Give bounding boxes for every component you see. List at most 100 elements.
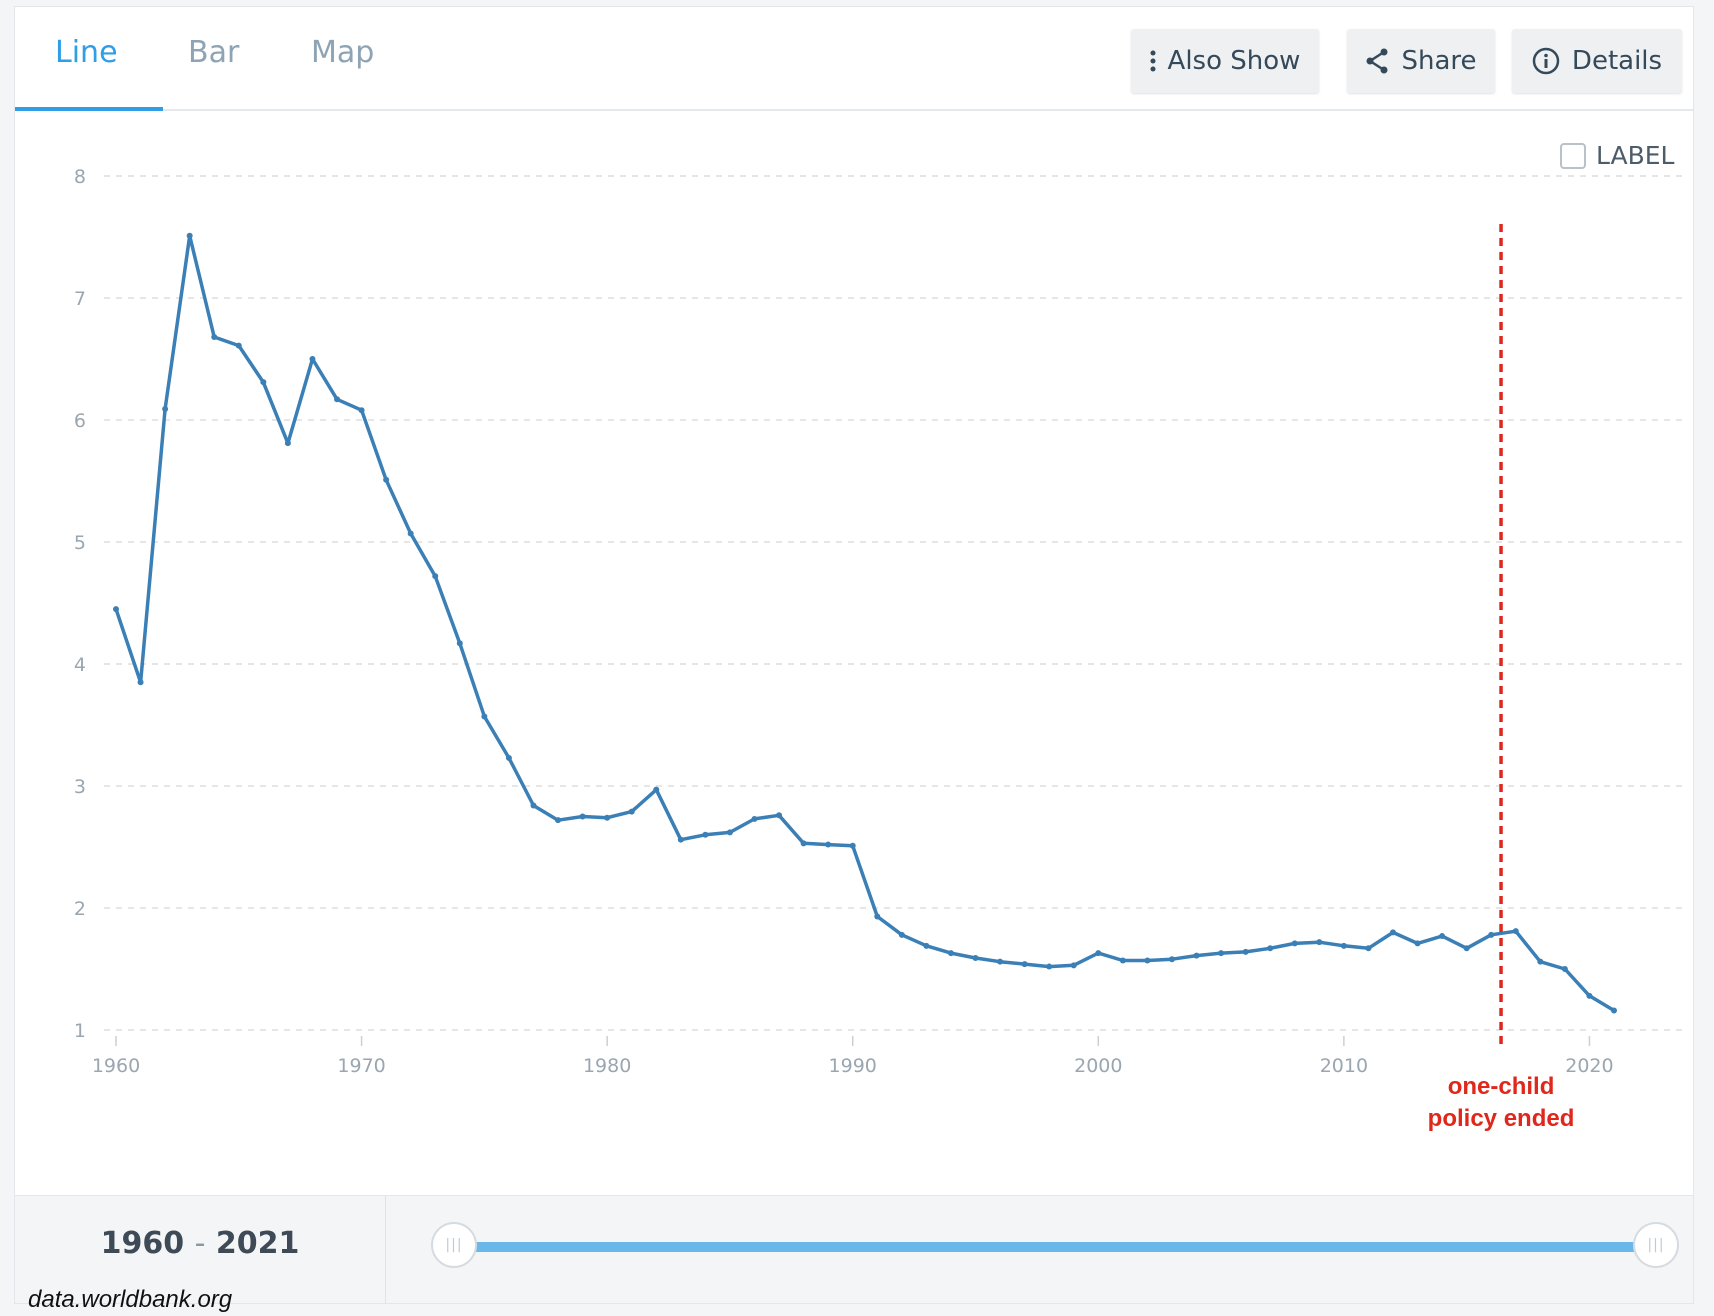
data-point-2010 — [1340, 942, 1347, 949]
chart-panel: Line Bar Map Also Show Share Details LAB… — [14, 6, 1694, 1304]
y-tick-label: 1 — [74, 1020, 86, 1042]
data-point-1978 — [555, 817, 562, 824]
data-point-1996 — [997, 958, 1004, 965]
data-point-1982 — [653, 786, 660, 793]
data-point-1999 — [1070, 962, 1077, 969]
data-point-2005 — [1218, 950, 1225, 957]
data-point-2008 — [1291, 940, 1298, 947]
data-point-1993 — [923, 942, 930, 949]
data-point-2019 — [1561, 966, 1568, 972]
data-point-1970 — [358, 407, 365, 414]
also-show-button[interactable]: Also Show — [1131, 29, 1319, 93]
data-point-1961 — [137, 679, 144, 686]
data-point-1998 — [1046, 963, 1053, 970]
data-point-1983 — [677, 836, 684, 843]
y-tick-label: 6 — [74, 410, 86, 432]
data-point-1965 — [235, 342, 242, 349]
data-point-1979 — [579, 813, 586, 820]
data-point-2015 — [1463, 945, 1470, 952]
range-slider-track[interactable] — [455, 1242, 1657, 1252]
data-point-1977 — [530, 802, 537, 809]
data-point-2003 — [1168, 956, 1175, 963]
data-point-1975 — [481, 713, 488, 720]
data-point-1988 — [800, 840, 807, 847]
y-tick-label: 7 — [74, 288, 86, 310]
details-label: Details — [1571, 46, 1663, 76]
footer-divider — [385, 1196, 386, 1304]
range-separator: - — [194, 1226, 206, 1261]
data-point-2007 — [1267, 945, 1274, 952]
time-range-footer: 1960 - 2021 ||| ||| — [15, 1195, 1693, 1304]
data-point-1995 — [972, 955, 979, 962]
data-point-1974 — [456, 640, 463, 647]
range-end: 2021 — [215, 1226, 300, 1261]
annotation-label-line2: policy ended — [1428, 1105, 1575, 1132]
y-tick-label: 5 — [74, 532, 86, 554]
data-point-1986 — [751, 815, 758, 822]
data-point-1969 — [334, 396, 341, 403]
data-point-1971 — [383, 476, 390, 483]
data-point-1964 — [211, 334, 218, 341]
series-line — [114, 234, 1615, 1013]
data-point-1987 — [776, 812, 783, 819]
source-watermark: data.worldbank.org — [28, 1286, 233, 1313]
data-point-2014 — [1439, 933, 1446, 940]
also-show-label: Also Show — [1167, 46, 1301, 76]
x-tick-label: 1970 — [337, 1055, 385, 1077]
y-tick-label: 4 — [74, 654, 86, 676]
share-label: Share — [1401, 46, 1477, 76]
x-tick-label: 1980 — [583, 1055, 631, 1077]
data-point-2000 — [1095, 950, 1102, 957]
info-icon — [1532, 47, 1560, 75]
tab-bar[interactable]: Bar — [188, 35, 240, 70]
data-point-1997 — [1021, 961, 1028, 968]
data-point-1967 — [284, 440, 291, 447]
data-point-1985 — [726, 829, 733, 836]
range-slider-end-handle[interactable]: ||| — [1633, 1222, 1679, 1268]
data-point-1976 — [505, 754, 512, 761]
data-point-2009 — [1316, 939, 1323, 946]
data-point-1973 — [432, 573, 439, 580]
range-slider-start-handle[interactable]: ||| — [431, 1222, 477, 1268]
annotation-label-line1: one-child — [1448, 1073, 1555, 1100]
data-point-2012 — [1389, 929, 1396, 936]
label-checkbox[interactable] — [1560, 142, 1586, 169]
data-point-1991 — [874, 913, 881, 920]
data-point-2016 — [1488, 931, 1495, 938]
tab-map[interactable]: Map — [311, 35, 375, 70]
y-tick-label: 3 — [74, 776, 86, 798]
x-tick-label: 1990 — [829, 1055, 877, 1077]
data-point-1994 — [947, 950, 954, 957]
details-button[interactable]: Details — [1512, 29, 1682, 93]
data-point-2020 — [1586, 992, 1593, 999]
label-toggle-text: LABEL — [1596, 141, 1675, 170]
data-point-1972 — [407, 530, 414, 537]
range-start: 1960 — [100, 1226, 185, 1261]
data-point-1966 — [260, 379, 267, 386]
x-tick-label: 2010 — [1320, 1055, 1368, 1077]
x-tick-label: 2020 — [1565, 1055, 1613, 1077]
share-icon — [1365, 48, 1389, 74]
data-point-1962 — [162, 406, 169, 413]
share-button[interactable]: Share — [1347, 29, 1495, 93]
data-point-2002 — [1144, 957, 1151, 964]
more-vertical-icon — [1150, 50, 1156, 72]
data-point-2018 — [1537, 958, 1544, 965]
data-point-1968 — [309, 356, 316, 362]
data-point-1980 — [604, 814, 611, 821]
data-point-1989 — [825, 841, 832, 848]
y-tick-label: 2 — [74, 898, 86, 920]
data-point-2001 — [1119, 957, 1126, 964]
x-tick-label: 1960 — [92, 1055, 140, 1077]
data-point-1963 — [186, 232, 193, 239]
data-point-2013 — [1414, 940, 1421, 947]
data-point-1984 — [702, 831, 709, 838]
data-point-2011 — [1365, 945, 1372, 952]
label-toggle[interactable]: LABEL — [1560, 141, 1674, 170]
tab-line[interactable]: Line — [55, 35, 118, 70]
data-point-2017 — [1512, 928, 1519, 935]
data-point-1992 — [898, 931, 905, 938]
data-point-2006 — [1242, 948, 1249, 955]
data-point-1981 — [628, 808, 635, 815]
